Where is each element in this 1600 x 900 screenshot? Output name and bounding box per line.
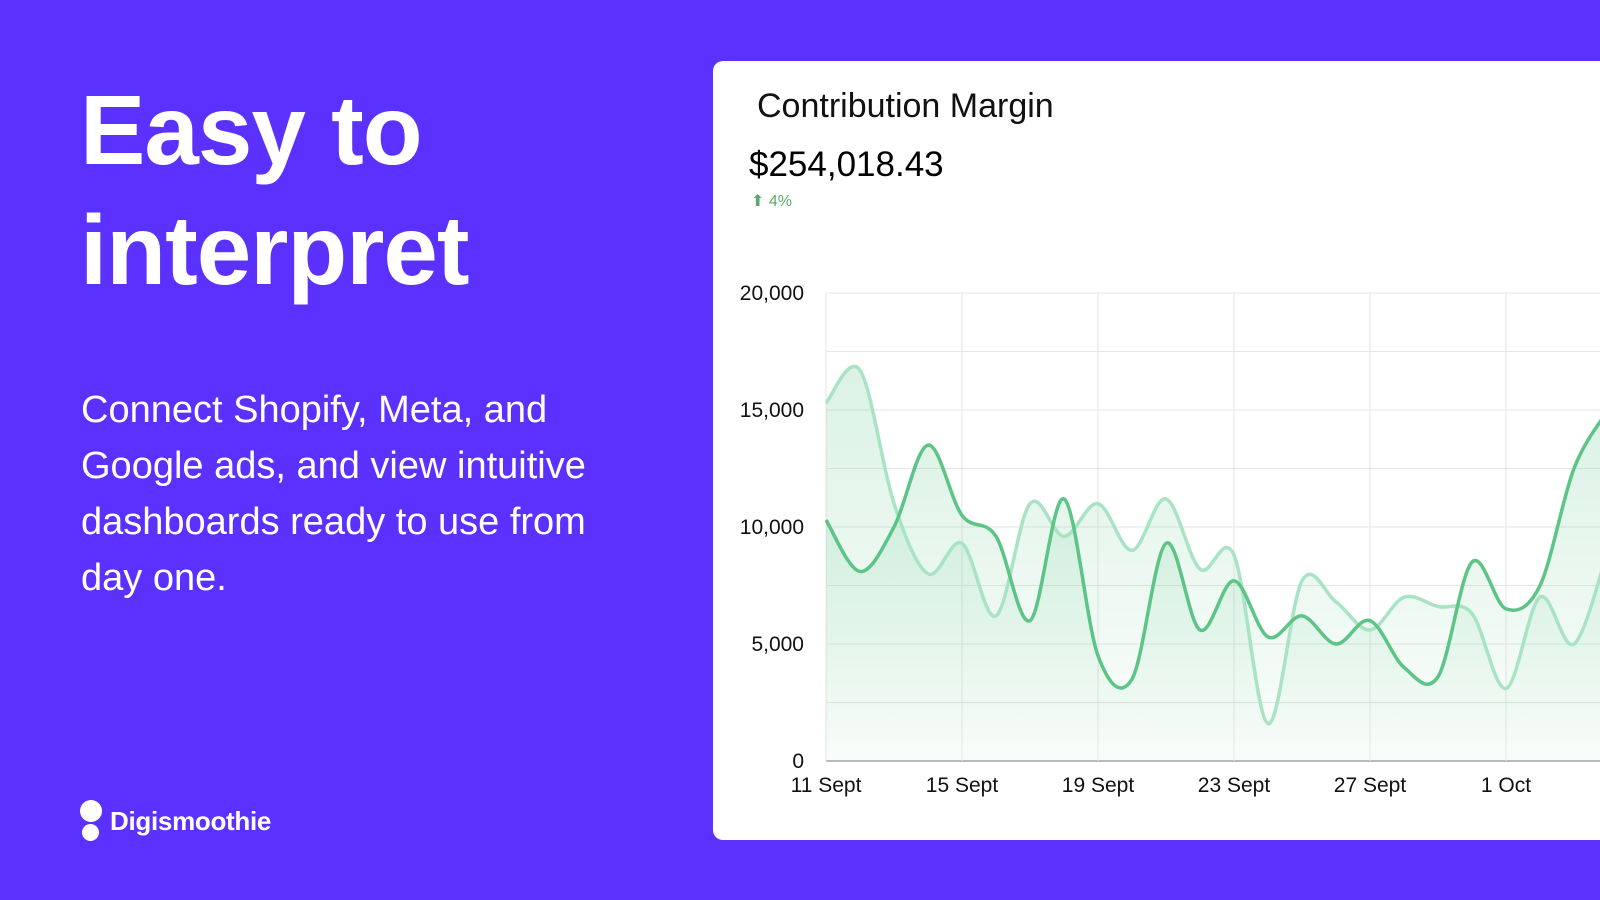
arrow-up-icon: ⬆ (751, 193, 765, 210)
x-tick-label: 27 Sept (1334, 774, 1407, 797)
series-area-current (826, 421, 1600, 761)
line-chart: 0 5,000 10,000 15,000 20,000 11 Sept 15 Sept 19… (740, 282, 1600, 797)
y-tick-label: 10,000 (740, 516, 804, 539)
y-tick-label: 20,000 (740, 282, 804, 305)
headline-line-2: interpret (80, 195, 470, 305)
x-tick-label: 23 Sept (1198, 774, 1271, 797)
x-tick-label: 19 Sept (1062, 774, 1135, 797)
x-tick-label: 11 Sept (791, 774, 862, 797)
headline: Easy to interpret (80, 70, 470, 310)
headline-line-1: Easy to (80, 75, 423, 185)
series-line-previous (824, 364, 1600, 726)
y-tick-label: 5,000 (751, 633, 804, 656)
logo-mark-icon (80, 800, 102, 842)
brand-logo: Digismoothie (80, 800, 271, 842)
card-delta: ⬆ 4% (751, 191, 792, 211)
card-value: $254,018.43 (749, 145, 944, 184)
subtext: Connect Shopify, Meta, and Google ads, a… (81, 389, 586, 599)
contribution-margin-card: Contribution Margin $254,018.43 ⬆ 4% 0 5,… (713, 61, 1600, 840)
x-tick-label: 1 Oct (1481, 774, 1531, 797)
series-line-current (824, 418, 1600, 690)
y-tick-label: 15,000 (740, 399, 804, 422)
delta-value: 4% (768, 193, 792, 210)
x-tick-label: 15 Sept (926, 774, 999, 797)
y-tick-label: 0 (792, 750, 804, 773)
card-title: Contribution Margin (757, 87, 1054, 125)
brand-name: Digismoothie (110, 805, 272, 836)
